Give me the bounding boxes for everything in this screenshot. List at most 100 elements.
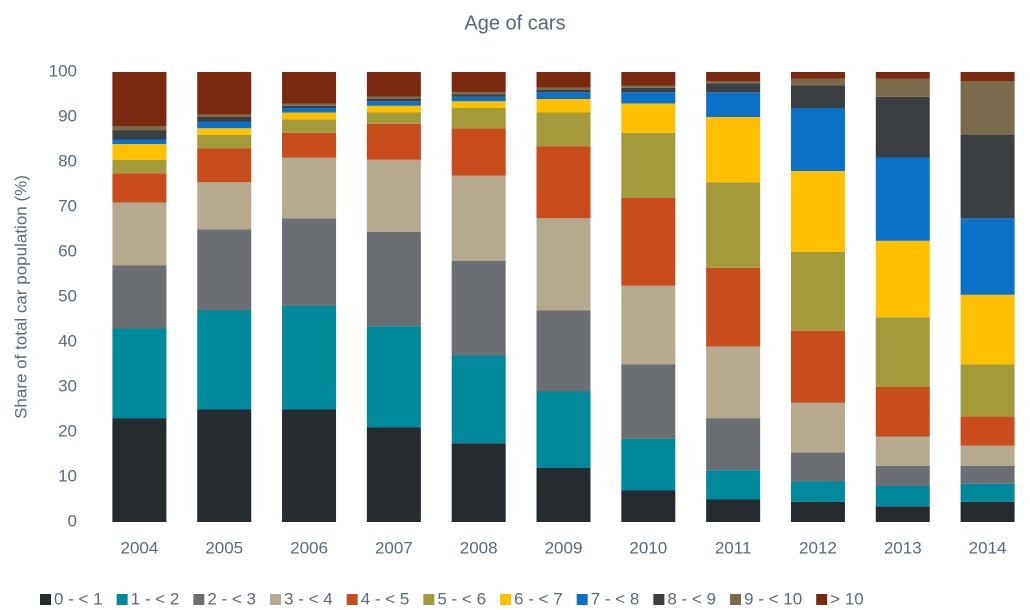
bar-segment [706,72,761,81]
bar-segment [621,132,676,198]
bar-segment [282,119,337,133]
legend-swatch [193,594,205,605]
bar-segment [875,96,930,158]
bar-segment [706,117,761,183]
bar-segment [366,105,421,113]
bar-segment [197,148,252,183]
bar-segment [875,387,930,437]
bar-segment [790,85,845,108]
bar-segment [790,78,845,86]
bar-segment [706,267,761,347]
y-tick-label: 30 [58,376,77,395]
bar-segment [706,470,761,500]
bar-segment [960,465,1015,484]
bar-segment [112,328,167,419]
legend-label: 4 - < 5 [361,589,410,608]
bar-segment [536,99,591,113]
bar-segment [112,418,167,522]
bar-segment [960,483,1015,502]
legend-label: 3 - < 4 [284,589,333,608]
x-tick-label: 2006 [290,538,328,557]
x-tick-label: 2013 [884,538,922,557]
legend-label: 8 - < 9 [667,589,716,608]
bar-segment [282,105,337,108]
x-tick-label: 2011 [715,538,752,557]
bar-segment [451,443,506,522]
legend-label: 2 - < 3 [207,589,256,608]
bar-segment [706,418,761,471]
bar-segment [451,94,506,97]
bar-segment [706,81,761,84]
bar-segment [875,72,930,79]
bar-segment [536,90,591,93]
bar-segment [197,121,252,129]
bar-segment [282,112,337,120]
bar-segment [282,218,337,306]
bar-segment [621,92,676,104]
bar-segment [366,112,421,124]
legend-label: > 10 [830,589,864,608]
bar-segment [451,108,506,129]
y-tick-label: 80 [58,151,77,170]
y-tick-label: 20 [58,421,77,440]
y-tick-label: 90 [58,106,77,125]
legend-swatch [500,594,512,605]
bar-segment [790,501,845,522]
bar-segment [282,157,337,219]
bar-segment [282,103,337,106]
bar-segment [197,229,252,311]
bar-segment [536,468,591,522]
bar-segment [960,445,1015,466]
bar-segment [621,438,676,491]
bar-segment [451,96,506,102]
bar-segment [451,101,506,108]
bar-segment [112,130,167,140]
bar-segment [451,128,506,176]
bar-segment [536,92,591,99]
bar-segment [621,285,676,365]
bar-segment [536,310,591,392]
bar-segment [366,101,421,106]
bar-segment [112,202,167,266]
bar-segment [960,364,1015,417]
bar-segment [706,499,761,522]
bar-segment [621,87,676,93]
x-tick-label: 2005 [205,538,243,557]
y-axis-label: Share of total car population (%) [11,175,30,419]
bar-segment [536,112,591,147]
y-tick-label: 70 [58,196,77,215]
x-tick-label: 2010 [629,538,667,557]
y-tick-label: 10 [58,466,77,485]
bar-segment [112,144,167,160]
bar-segment [621,85,676,88]
bar-segment [112,265,167,329]
legend-label: 5 - < 6 [437,589,486,608]
legend-label: 7 - < 8 [591,589,640,608]
x-tick-label: 2012 [799,538,837,557]
bar-segment [366,99,421,102]
bar-segment [282,132,337,158]
bar-segment [112,159,167,174]
bar-segment [790,402,845,453]
bar-segment [875,436,930,466]
bar-segment [536,146,591,219]
bar-segment [875,240,930,318]
bar-segment [197,409,252,522]
chart-title: Age of cars [464,12,565,34]
bar-segment [875,157,930,241]
bar-segment [366,326,421,428]
bar-segment [366,72,421,97]
legend-swatch [270,594,282,605]
bar-segment [706,182,761,268]
bar-segment [366,96,421,99]
bar-segment [366,231,421,327]
y-tick-label: 0 [68,511,77,530]
bar-segment [960,135,1015,219]
bar-segment [790,481,845,502]
legend-swatch [816,594,828,605]
bar-segment [875,506,930,522]
legend-label: 6 - < 7 [514,589,563,608]
legend-label: 9 - < 10 [744,589,802,608]
bar-segment [197,310,252,410]
